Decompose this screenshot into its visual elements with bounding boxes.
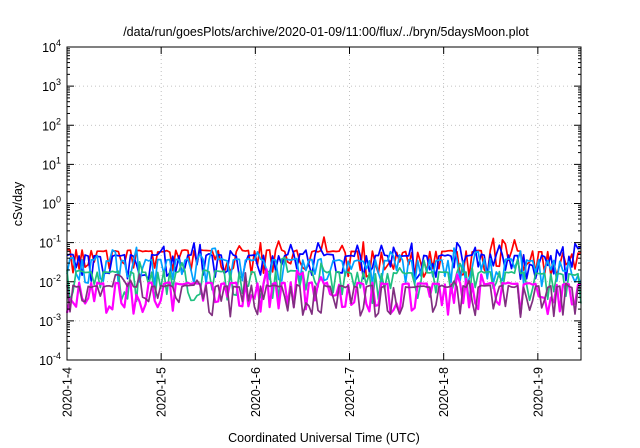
y-tick-label: 102 <box>42 116 61 133</box>
y-tick-label: 10-1 <box>39 234 61 251</box>
series-layer <box>65 236 582 318</box>
series-line-5 <box>65 268 582 316</box>
chart-title: /data/run/goesPlots/archive/2020-01-09/1… <box>123 25 529 39</box>
y-axis-label: cSv/day <box>11 181 25 226</box>
x-tick-label: 2020-1-9 <box>531 367 545 417</box>
y-tick-label: 10-2 <box>39 273 61 290</box>
y-tick-label: 10-4 <box>39 351 61 368</box>
x-tick-label: 2020-1-4 <box>61 367 75 417</box>
x-tick-label: 2020-1-7 <box>343 367 357 417</box>
series-line-2 <box>66 241 582 282</box>
y-tick-label: 10-3 <box>39 312 61 329</box>
y-tick-label: 104 <box>42 38 61 55</box>
x-tick-labels: 2020-1-4 2020-1-5 2020-1-6 2020-1-7 2020-1-8… <box>61 367 546 417</box>
series-line-4 <box>66 256 582 306</box>
x-tick-label: 2020-1-6 <box>249 367 263 417</box>
x-axis-label: Coordinated Universal Time (UTC) <box>228 431 420 445</box>
y-tick-label: 103 <box>42 77 61 94</box>
series-line-6 <box>66 272 582 318</box>
x-tick-label: 2020-1-5 <box>155 367 169 417</box>
y-tick-labels: 10-4 10-3 10-2 10-1 100 101 102 103 104 <box>39 38 61 368</box>
y-tick-label: 100 <box>42 195 61 212</box>
grid <box>67 47 581 360</box>
ticks <box>66 46 581 361</box>
series-line-3 <box>66 246 582 288</box>
x-tick-label: 2020-1-8 <box>437 367 451 417</box>
y-tick-label: 101 <box>42 155 61 172</box>
